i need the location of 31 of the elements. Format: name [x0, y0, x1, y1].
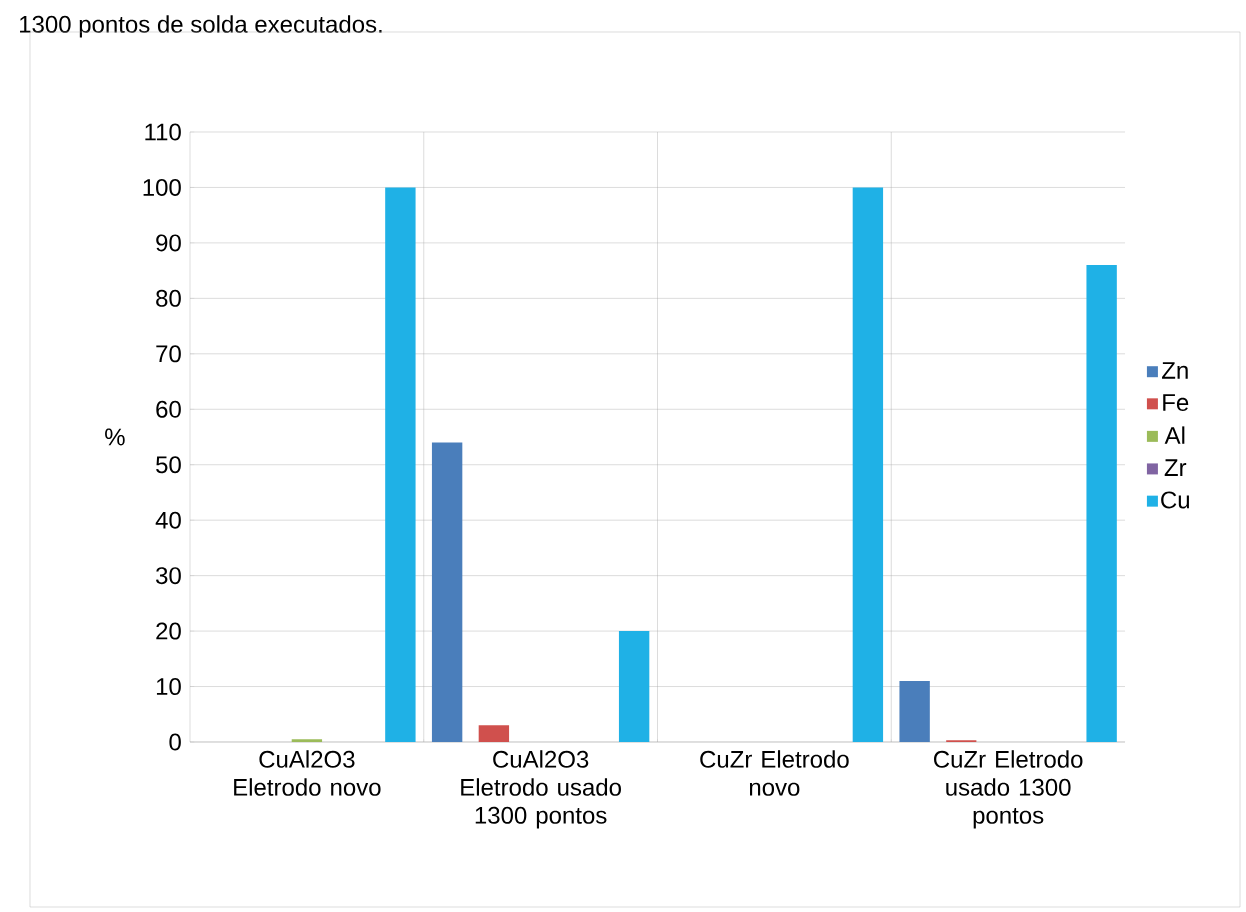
bar: [291, 739, 323, 742]
bar: [1086, 265, 1117, 742]
legend-label: Zr: [1164, 459, 1187, 476]
bar: [852, 187, 884, 742]
bar: [431, 442, 463, 742]
y-axis-title: %: [105, 428, 125, 446]
bar: [899, 681, 930, 742]
y-tick-label: 100: [143, 178, 181, 196]
y-tick-label: 20: [156, 622, 181, 640]
y-tick-label: 70: [156, 345, 181, 363]
bar: [478, 725, 510, 742]
x-tick-label: CuAl2O3 Eletrodo novo: [234, 750, 381, 796]
y-tick-label: 0: [169, 733, 181, 751]
text: 1300 pontos de solda executados.: [20, 15, 382, 38]
legend-label: Fe: [1163, 394, 1189, 412]
legend-label: Cu: [1161, 491, 1189, 509]
y-tick-label: 80: [156, 289, 181, 307]
y-tick-label: 90: [156, 234, 181, 252]
bar: [385, 187, 416, 742]
x-tick-label: CuZr Eletrodo usado 1300 pontos: [934, 750, 1083, 829]
y-tick-label: 30: [156, 567, 181, 585]
y-tick-label: 10: [156, 678, 181, 696]
legend-label: Zn: [1162, 362, 1188, 379]
y-tick-label: 110: [145, 123, 181, 141]
x-tick-label: CuZr Eletrodo novo: [700, 750, 849, 796]
y-tick-label: 50: [156, 456, 181, 474]
bar: [618, 631, 650, 742]
y-tick-label: 60: [156, 400, 181, 418]
legend-label: Al: [1164, 426, 1185, 444]
x-tick-label: CuAl2O3 Eletrodo usado 1300 pontos: [461, 750, 621, 829]
y-tick-label: 40: [155, 511, 181, 529]
